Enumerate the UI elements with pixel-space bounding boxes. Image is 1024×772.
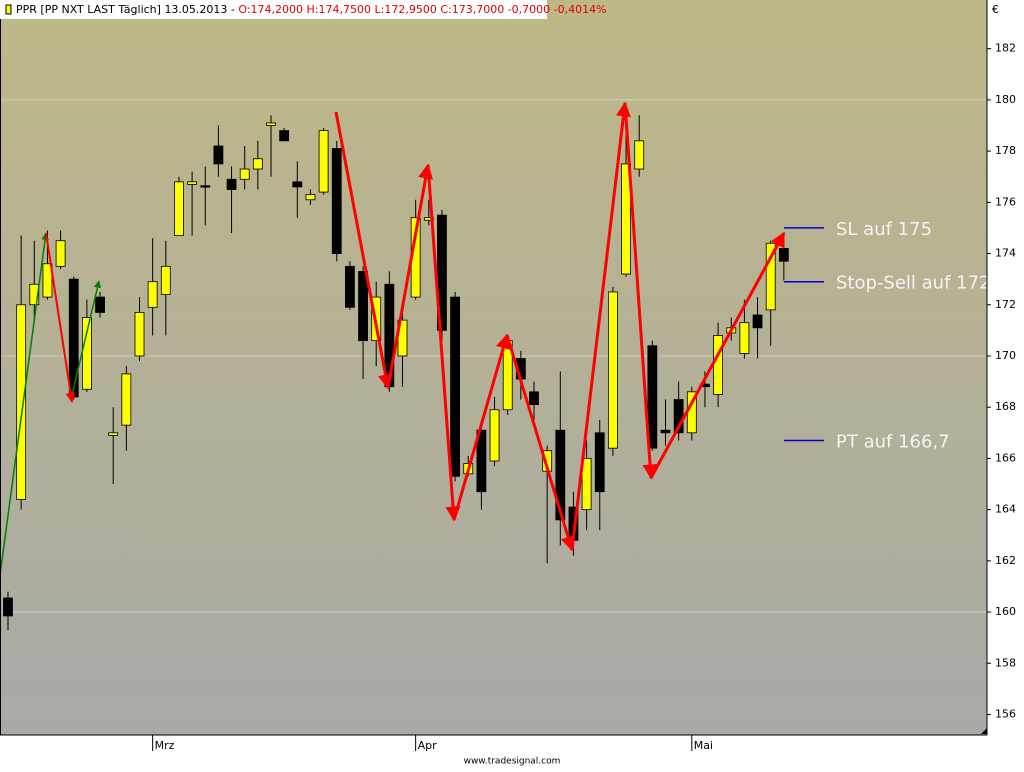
candle-body bbox=[476, 429, 487, 493]
corner-mark bbox=[981, 728, 987, 734]
annotation-text: PT auf 166,7 bbox=[836, 431, 950, 452]
red-trend bbox=[426, 164, 461, 522]
candle-body bbox=[765, 242, 776, 311]
y-tick-label: 180 bbox=[995, 93, 1016, 106]
candle-body bbox=[29, 283, 40, 306]
candle-body bbox=[134, 312, 145, 357]
red-trend bbox=[505, 334, 576, 552]
y-tick-label: 168 bbox=[995, 400, 1016, 413]
y-tick-label: 170 bbox=[995, 349, 1016, 362]
red-trend bbox=[386, 163, 433, 389]
x-tick-label: Mrz bbox=[155, 739, 175, 752]
header-symbol: PPR [PP NXT LAST Täglich] bbox=[16, 3, 161, 16]
candle-body bbox=[292, 181, 303, 188]
candle-body bbox=[213, 145, 224, 165]
annotation-text: SL auf 175 bbox=[836, 219, 932, 240]
candle-body bbox=[160, 265, 171, 295]
candle-body bbox=[68, 278, 79, 398]
red-trend bbox=[45, 232, 76, 403]
candle-body bbox=[174, 181, 184, 237]
candle-body bbox=[437, 214, 447, 331]
y-tick-label: 158 bbox=[995, 656, 1016, 669]
x-tick-label: Mai bbox=[694, 739, 713, 752]
candle-body bbox=[42, 263, 53, 298]
candle-body bbox=[226, 178, 237, 190]
candle-body bbox=[55, 240, 66, 267]
y-tick-label: 172 bbox=[995, 298, 1016, 311]
candle-body bbox=[581, 458, 592, 511]
y-tick-label: 166 bbox=[995, 451, 1016, 464]
candle-body bbox=[450, 296, 461, 477]
footer: www.tradesignal.com bbox=[464, 757, 561, 767]
header: PPR [PP NXT LAST Täglich] 13.05.2013 - O… bbox=[16, 3, 607, 16]
candle-body bbox=[279, 130, 290, 142]
candle-body bbox=[187, 181, 198, 185]
candle-body bbox=[778, 248, 789, 262]
candle-body bbox=[252, 158, 263, 170]
candle-body bbox=[121, 373, 132, 426]
y-tick-label: 164 bbox=[995, 503, 1016, 516]
candle-body bbox=[266, 122, 276, 126]
red-trend bbox=[623, 102, 658, 480]
candle-body bbox=[200, 185, 211, 188]
y-tick-label: 174 bbox=[995, 247, 1016, 260]
candle-body bbox=[147, 281, 158, 308]
candle-body bbox=[305, 194, 316, 201]
red-trend bbox=[570, 101, 631, 551]
header-icon bbox=[5, 4, 12, 15]
candle-body bbox=[318, 130, 329, 193]
green-trend bbox=[71, 280, 102, 396]
red-trend bbox=[452, 333, 511, 521]
y-tick-label: 160 bbox=[995, 605, 1016, 618]
candle-body bbox=[660, 429, 671, 434]
plot-area bbox=[0, 0, 987, 735]
candle-body bbox=[95, 296, 105, 313]
annotation-text: Stop-Sell auf 172,9 bbox=[836, 273, 1008, 294]
candle-body bbox=[3, 597, 13, 617]
currency: € bbox=[992, 3, 999, 16]
candle-body bbox=[752, 314, 763, 329]
header-box bbox=[0, 0, 547, 19]
y-tick-label: 178 bbox=[995, 144, 1016, 157]
candle-body bbox=[713, 335, 723, 395]
candle-body bbox=[529, 391, 539, 406]
candle-body bbox=[358, 271, 368, 342]
candle-body bbox=[82, 317, 92, 390]
candle-body bbox=[739, 322, 750, 354]
candle-body bbox=[489, 409, 500, 462]
candle-body bbox=[647, 345, 658, 449]
candle-body bbox=[555, 429, 566, 521]
candle-body bbox=[608, 291, 618, 449]
x-tick-label: Apr bbox=[418, 739, 438, 752]
candle-body bbox=[344, 265, 355, 308]
red-trend bbox=[649, 231, 786, 479]
candle-body bbox=[594, 432, 605, 493]
green-trend bbox=[0, 232, 49, 576]
header-date: 13.05.2013 - bbox=[164, 3, 234, 16]
y-tick-label: 156 bbox=[995, 708, 1016, 721]
y-tick-label: 182 bbox=[995, 42, 1016, 55]
y-tick-label: 162 bbox=[995, 554, 1016, 567]
candle-body bbox=[239, 168, 250, 180]
candle-body bbox=[621, 163, 631, 275]
header-quote: O:174,2000 H:174,7500 L:172,9500 C:173,7… bbox=[238, 3, 606, 16]
candle-body bbox=[634, 140, 645, 170]
candle-body bbox=[16, 304, 27, 500]
drawings bbox=[0, 101, 786, 576]
y-tick-label: 176 bbox=[995, 195, 1016, 208]
candle-body bbox=[108, 432, 119, 436]
plot: SL auf 175 Stop-Sell auf 172,9 PT auf 166,… bbox=[0, 99, 1008, 630]
candle-body bbox=[331, 148, 342, 254]
red-trend bbox=[334, 111, 393, 390]
